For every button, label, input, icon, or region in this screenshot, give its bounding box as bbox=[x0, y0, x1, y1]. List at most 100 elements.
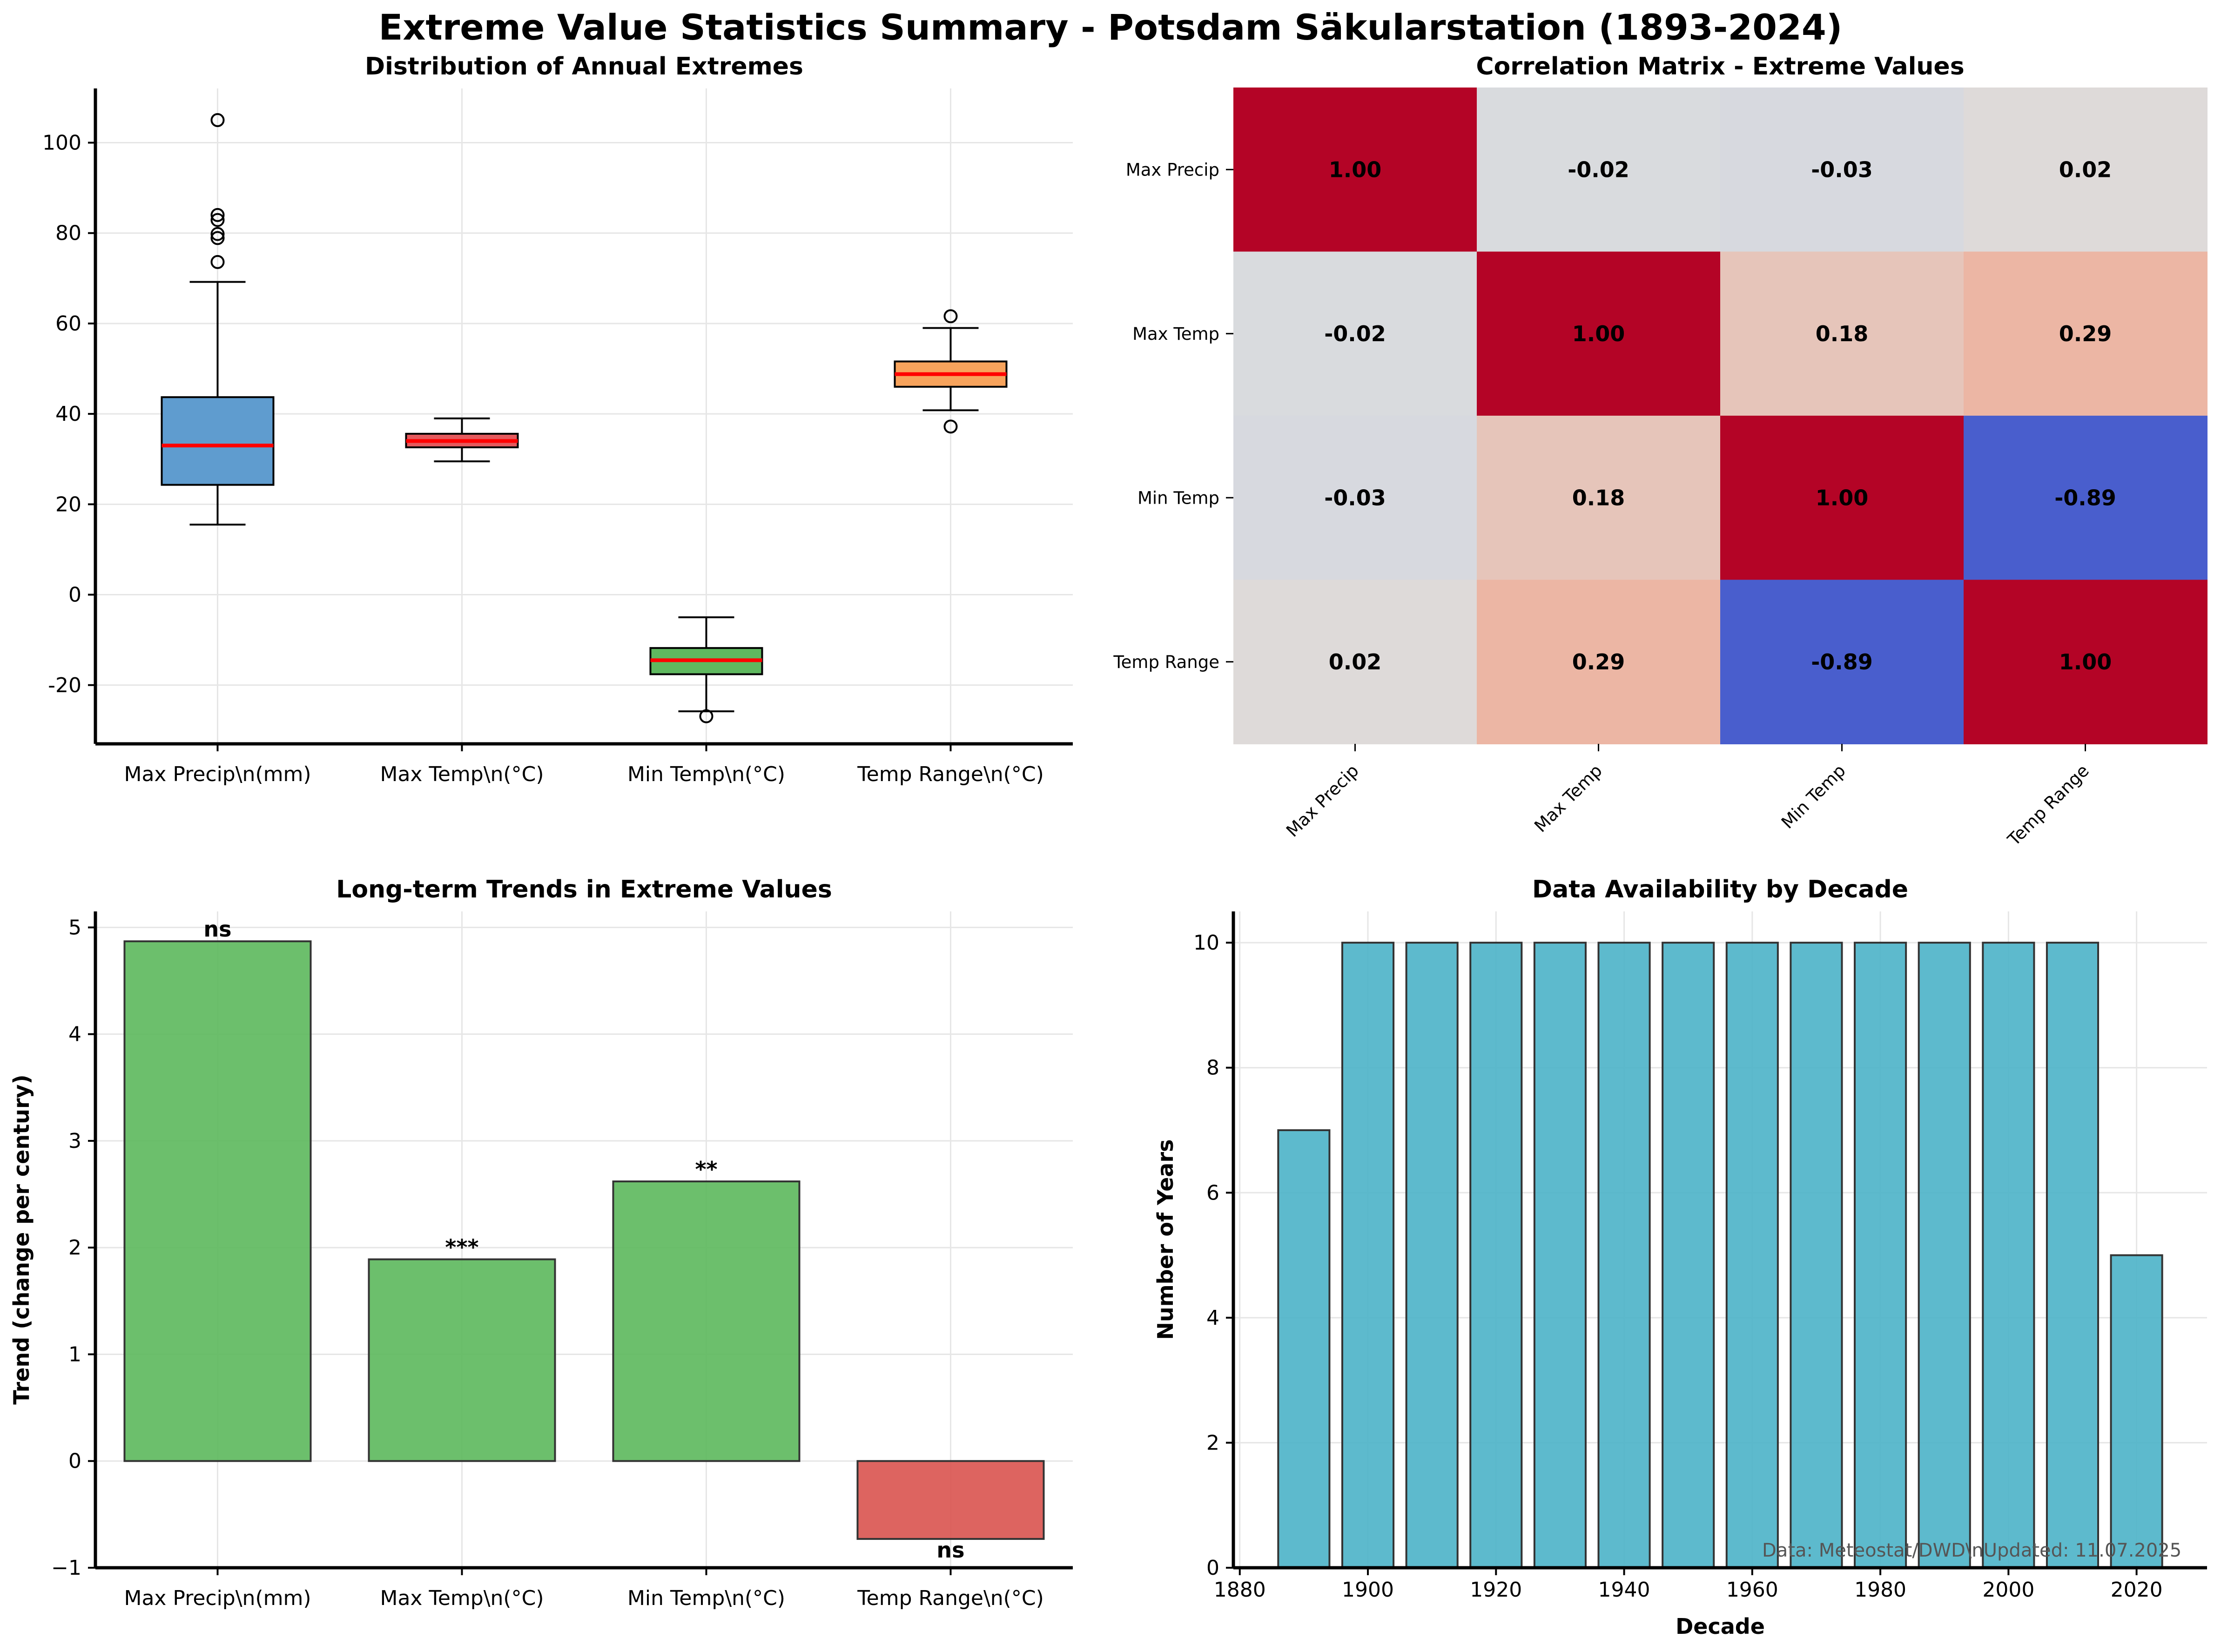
y-tick-label: Min Temp bbox=[1137, 488, 1219, 508]
x-tick-label: Min Temp\n(°C) bbox=[627, 762, 785, 786]
heatmap-cell bbox=[1720, 88, 1964, 252]
x-tick-label: 2020 bbox=[2111, 1578, 2163, 1602]
y-tick-label: Max Precip bbox=[1126, 160, 1219, 180]
x-tick-label: 1920 bbox=[1470, 1578, 1522, 1602]
x-tick-label: Max Temp bbox=[1530, 761, 1606, 836]
y-tick-label: 2 bbox=[1206, 1431, 1219, 1455]
cell-value-label: -0.02 bbox=[1324, 321, 1386, 346]
decade-bar bbox=[2046, 942, 2100, 1569]
decade-bar bbox=[1597, 942, 1651, 1569]
x-tick-label: Min Temp bbox=[1777, 761, 1850, 833]
heatmap-cell bbox=[1720, 251, 1964, 416]
significance-label: *** bbox=[445, 1234, 478, 1260]
outlier-point bbox=[210, 113, 225, 127]
y-tick-label: 1 bbox=[68, 1342, 81, 1366]
y-axis-label: Trend (change per century) bbox=[9, 1074, 34, 1404]
decade-bar bbox=[1854, 942, 1907, 1569]
y-tick-label: -20 bbox=[48, 674, 81, 697]
decade-bar bbox=[1277, 1129, 1331, 1569]
panel-title: Distribution of Annual Extremes bbox=[365, 53, 803, 81]
cell-value-label: 0.02 bbox=[1329, 649, 1382, 674]
x-tick-label: 2000 bbox=[1982, 1578, 2034, 1602]
y-tick-label: 4 bbox=[68, 1023, 81, 1046]
outlier-point bbox=[943, 309, 958, 324]
y-tick-label: 0 bbox=[68, 583, 81, 607]
y-tick-label: −1 bbox=[51, 1556, 81, 1580]
trend-bar bbox=[368, 1258, 556, 1462]
significance-label: ns bbox=[203, 917, 231, 942]
panel-title: Correlation Matrix - Extreme Values bbox=[1476, 53, 1964, 81]
outlier-point bbox=[210, 231, 225, 245]
cell-value-label: 1.00 bbox=[1329, 157, 1382, 182]
x-tick-label: Temp Range\n(°C) bbox=[857, 1586, 1043, 1610]
heatmap-cell bbox=[1477, 88, 1721, 252]
cell-value-label: 1.00 bbox=[2059, 649, 2112, 674]
outlier-point bbox=[210, 227, 225, 241]
cell-value-label: -0.03 bbox=[1811, 157, 1873, 182]
cell-value-label: 0.02 bbox=[2059, 157, 2112, 182]
availability-bar-panel: 0 2 4 6 8 10 1880 1900 1920 1940 1960 1980 2000 2020 D… bbox=[1153, 876, 2207, 1639]
cell-value-label: -0.89 bbox=[2054, 485, 2116, 510]
decade-bar bbox=[1469, 942, 1523, 1569]
heatmap-cell bbox=[1477, 580, 1721, 744]
y-tick-label: 5 bbox=[68, 916, 81, 939]
y-tick-label: 100 bbox=[42, 131, 81, 155]
y-tick-label: 4 bbox=[1206, 1306, 1219, 1330]
decade-bar bbox=[1982, 942, 2035, 1569]
cell-value-label: 0.18 bbox=[1572, 485, 1625, 510]
y-tick-label: 8 bbox=[1206, 1056, 1219, 1080]
x-tick-label: Temp Range bbox=[2004, 761, 2093, 850]
heatmap-cell bbox=[1477, 416, 1721, 580]
cell-value-label: 1.00 bbox=[1572, 321, 1625, 346]
heatmap-cell bbox=[1233, 416, 1477, 580]
y-tick-label: Temp Range bbox=[1113, 652, 1219, 672]
decade-bar bbox=[1533, 942, 1587, 1569]
y-axis-label: Number of Years bbox=[1153, 1139, 1178, 1340]
heatmap-cell bbox=[1964, 251, 2208, 416]
decade-bar bbox=[1341, 942, 1395, 1569]
y-tick-label: 2 bbox=[68, 1236, 81, 1260]
cell-value-label: 0.29 bbox=[1572, 649, 1625, 674]
heatmap-cell bbox=[1233, 580, 1477, 744]
heatmap-cell bbox=[1964, 416, 2208, 580]
decade-bar bbox=[1725, 942, 1779, 1569]
x-tick-label: Max Temp\n(°C) bbox=[380, 762, 544, 786]
heatmap-cell bbox=[1964, 580, 2208, 744]
decade-bar bbox=[1662, 942, 1715, 1569]
y-tick-label: 80 bbox=[55, 222, 81, 245]
y-tick-label: Max Temp bbox=[1132, 324, 1219, 344]
heatmap-cell bbox=[1233, 251, 1477, 416]
boxplot-panel: -20 0 20 40 60 80 100 Max Precip\n(mm) Max Temp\… bbox=[42, 53, 1073, 786]
y-tick-label: 3 bbox=[68, 1129, 81, 1153]
heatmap-cell bbox=[1477, 251, 1721, 416]
x-axis-label: Decade bbox=[1676, 1614, 1765, 1639]
outlier-point bbox=[943, 419, 958, 434]
decade-bar bbox=[2110, 1254, 2163, 1569]
trend-bar bbox=[123, 940, 312, 1462]
x-tick-label: 1900 bbox=[1342, 1578, 1394, 1602]
y-tick-label: 0 bbox=[1206, 1556, 1219, 1580]
box bbox=[161, 396, 275, 486]
y-tick-label: 10 bbox=[1193, 931, 1219, 955]
x-tick-label: 1880 bbox=[1214, 1578, 1266, 1602]
outlier-point bbox=[699, 709, 713, 723]
cell-value-label: -0.89 bbox=[1811, 649, 1873, 674]
figure-title: Extreme Value Statistics Summary - Potsd… bbox=[378, 7, 1843, 48]
data-source-note: Data: Meteostat/DWD\nUpdated: 11.07.2025 bbox=[1762, 1540, 2182, 1561]
outlier-point bbox=[210, 213, 225, 227]
x-tick-label: Max Precip\n(mm) bbox=[124, 762, 311, 786]
y-tick-label: 20 bbox=[55, 492, 81, 516]
decade-bar bbox=[1790, 942, 1843, 1569]
y-tick-label: 60 bbox=[55, 312, 81, 336]
x-tick-label: Max Temp\n(°C) bbox=[380, 1586, 544, 1610]
significance-label: ** bbox=[695, 1157, 717, 1182]
trend-bar bbox=[612, 1180, 801, 1462]
x-tick-label: 1980 bbox=[1854, 1578, 1906, 1602]
y-tick-label: 0 bbox=[68, 1450, 81, 1473]
significance-label: ns bbox=[936, 1537, 964, 1563]
panel-title: Long-term Trends in Extreme Values bbox=[336, 876, 832, 904]
x-tick-label: Min Temp\n(°C) bbox=[627, 1586, 785, 1610]
x-tick-label: Temp Range\n(°C) bbox=[857, 762, 1043, 786]
trend-bar-panel: −1 0 1 2 3 4 5 ns Max Precip\n(mm) *** Max Temp\n(… bbox=[9, 876, 1073, 1610]
